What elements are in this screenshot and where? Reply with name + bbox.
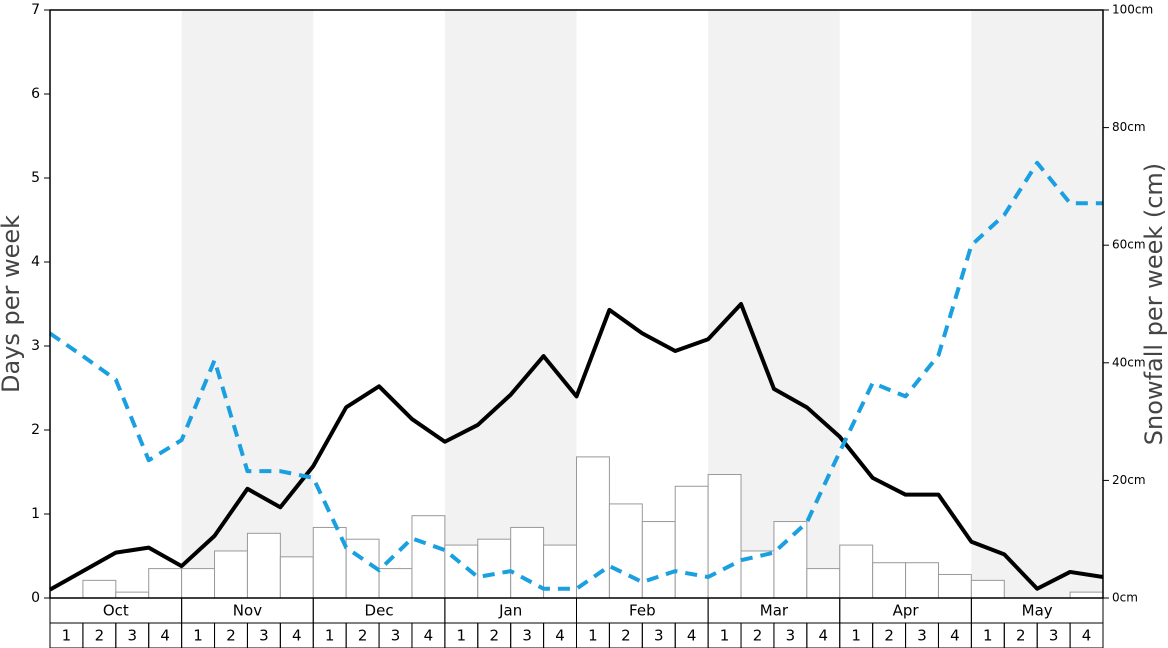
y2-axis-label: Snowfall per week (cm) [1140,163,1168,445]
y-tick-label: 2 [31,422,40,438]
week-label: 4 [1082,627,1092,645]
y2-tick-label: 0cm [1112,591,1138,605]
week-label: 2 [884,627,894,645]
days-line [49,302,1104,592]
week-label: 2 [1016,627,1026,645]
snowfall-bar [411,515,446,599]
week-label: 2 [95,627,105,645]
month-label: May [1022,602,1053,620]
week-label: 1 [720,627,730,645]
y-tick-label: 7 [31,2,40,18]
snowfall-bar [510,526,545,599]
shading [181,10,1103,598]
snowfall-bar [1069,591,1104,599]
month-shade [971,10,1103,598]
y2-tick-label: 40cm [1112,355,1146,369]
days-line [48,160,1103,591]
week-label: 1 [62,627,72,645]
month-shade [444,10,577,598]
week-label: 3 [917,627,927,645]
y2-tick-label: 80cm [1112,120,1146,134]
plot-frame [49,9,1104,599]
week-label: 3 [391,627,401,645]
snowfall-bar [773,521,808,599]
week-label: 1 [457,627,467,645]
snowfall-bar [970,579,1005,599]
month-label: Jan [498,602,522,620]
snowfall-bar [608,503,643,599]
week-label: 1 [983,627,993,645]
snowfall-bar [279,556,314,599]
y-tick-label: 1 [31,506,40,522]
snowfall-bar [937,573,972,599]
month-label: Oct [103,602,129,620]
snowfall-bar [115,591,150,599]
week-label: 4 [950,627,960,645]
week-label: 1 [851,627,861,645]
week-cell [1069,622,1104,648]
week-label: 3 [786,627,796,645]
snowfall-bar [707,474,742,599]
y2-tick-label: 20cm [1112,473,1146,487]
snowfall-bar [674,485,709,599]
snowfall-bar [839,544,874,599]
month-shade [181,10,314,598]
week-label: 4 [160,627,170,645]
month-label: Mar [760,602,789,620]
week-label: 2 [489,627,499,645]
week-label: 1 [588,627,598,645]
y2-tick-label: 60cm [1112,238,1146,252]
week-label: 2 [753,627,763,645]
week-label: 3 [522,627,532,645]
week-label: 3 [1049,627,1059,645]
snowfall-bar [872,562,907,599]
month-label: Nov [233,602,262,620]
y-tick-label: 3 [31,338,40,354]
snowfall-bar [214,550,248,599]
snowfall-bar [806,568,841,599]
y-tick-label: 6 [31,86,40,102]
y-axis-label: Days per week [0,215,25,393]
snowfall-bar [477,538,512,599]
month-label: Dec [365,602,394,620]
snowfall-bar [246,532,281,599]
week-label: 4 [819,627,829,645]
snowfall-bar [576,456,610,599]
snowfall-bar [82,579,117,599]
y2-tick-label: 100cm [1112,3,1153,17]
y-tick-label: 0 [31,590,40,606]
month-label: Feb [629,602,656,620]
snowfall-bar [148,568,183,599]
week-label: 3 [127,627,137,645]
week-label: 4 [424,627,434,645]
snowfall-bar [181,568,216,599]
week-label: 4 [555,627,565,645]
y-tick-label: 5 [31,170,40,186]
week-label: 3 [654,627,664,645]
week-label: 1 [325,627,335,645]
week-label: 2 [621,627,631,645]
week-label: 3 [259,627,269,645]
week-label: 4 [687,627,697,645]
week-label: 2 [358,627,368,645]
week-label: 1 [193,627,203,645]
snowfall-bar [905,562,939,599]
snowfall-bar [378,568,413,599]
week-label: 4 [292,627,302,645]
snowfall-bar [641,521,676,599]
month-label: Apr [893,602,920,620]
y-tick-label: 4 [31,254,40,270]
week-label: 2 [226,627,236,645]
